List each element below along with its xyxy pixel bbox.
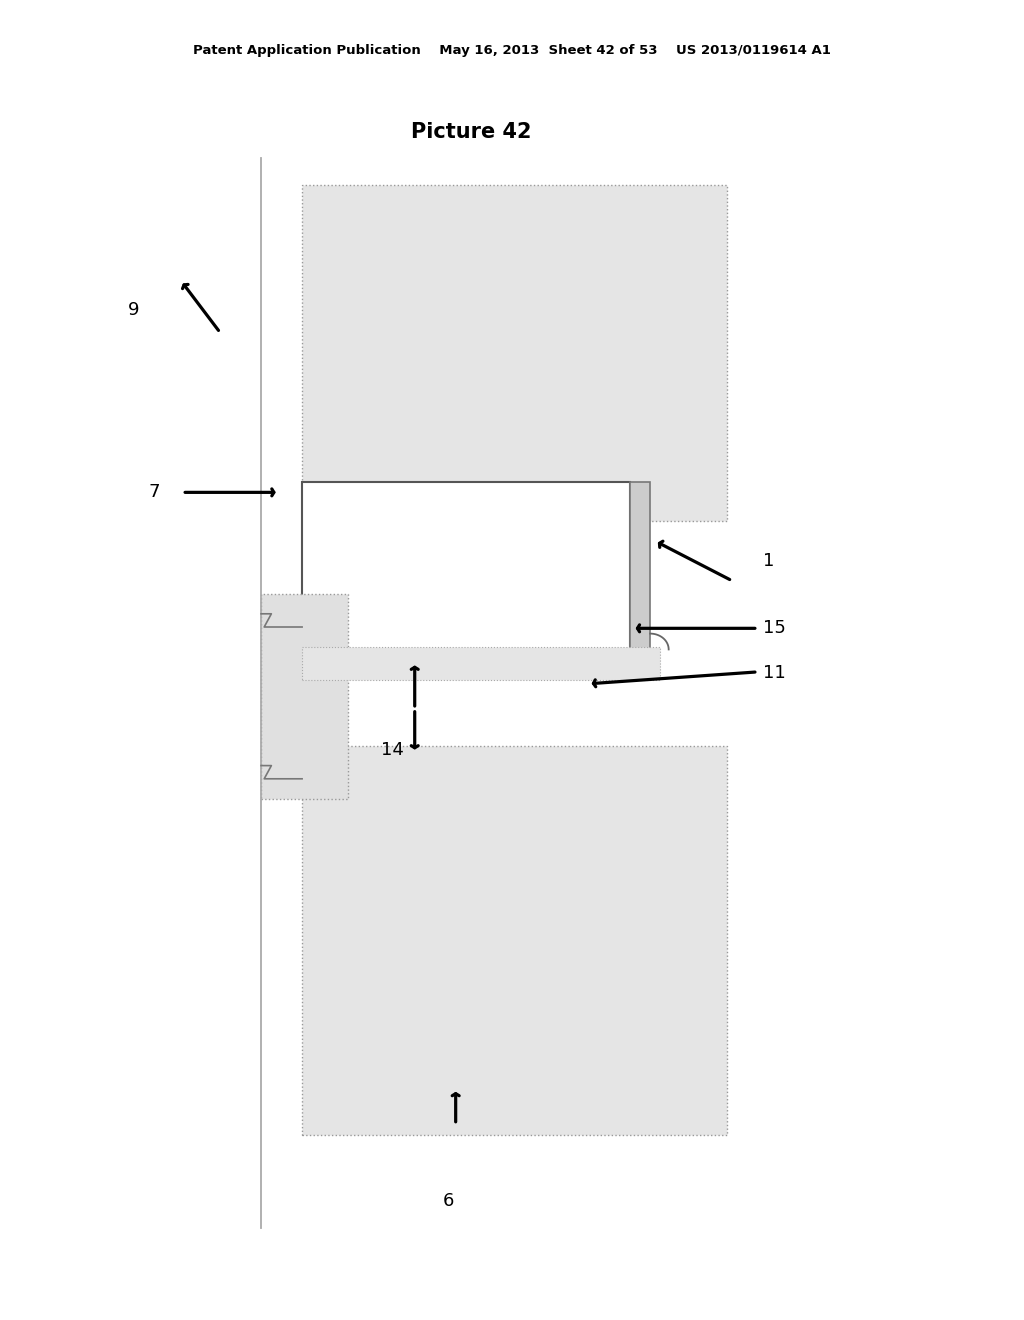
Text: 11: 11 bbox=[763, 664, 785, 682]
Bar bbox=[302, 185, 727, 521]
Text: 14: 14 bbox=[381, 741, 403, 759]
Bar bbox=[302, 746, 727, 1135]
Bar bbox=[302, 647, 660, 680]
Text: 7: 7 bbox=[148, 483, 160, 502]
Text: 9: 9 bbox=[128, 301, 139, 319]
Text: Patent Application Publication    May 16, 2013  Sheet 42 of 53    US 2013/011961: Patent Application Publication May 16, 2… bbox=[194, 44, 830, 57]
Text: 15: 15 bbox=[763, 619, 785, 638]
Bar bbox=[261, 594, 348, 799]
Text: 6: 6 bbox=[442, 1192, 454, 1210]
Bar bbox=[302, 482, 630, 653]
Text: 1: 1 bbox=[763, 552, 774, 570]
Text: Picture 42: Picture 42 bbox=[411, 121, 531, 143]
Bar bbox=[630, 482, 650, 653]
